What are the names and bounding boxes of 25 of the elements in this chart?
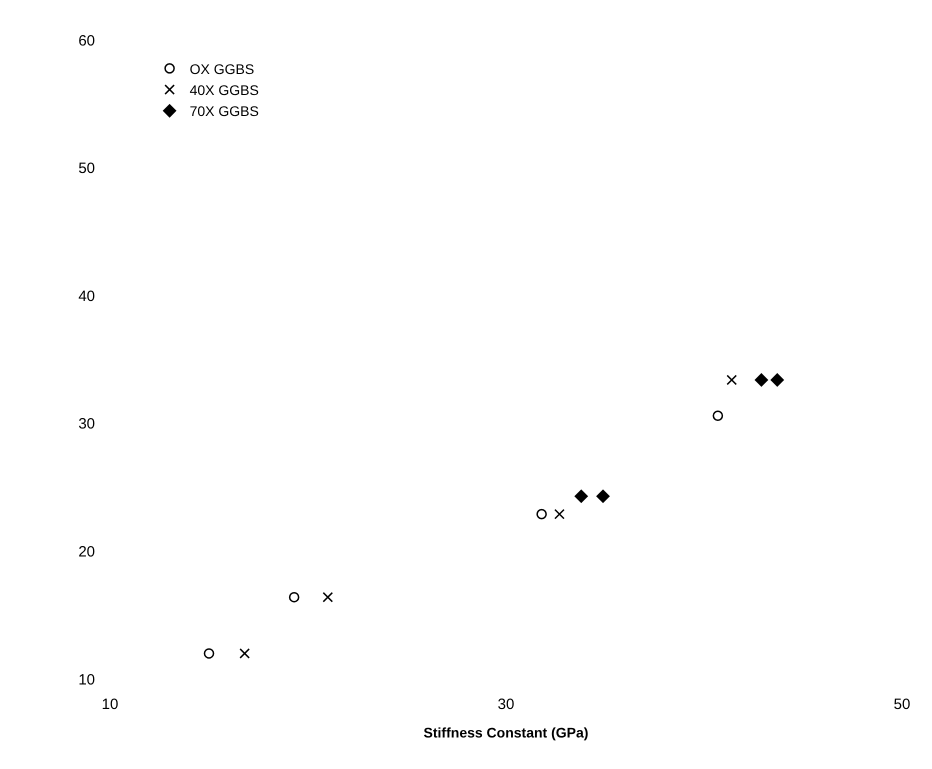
point bbox=[288, 592, 300, 602]
point bbox=[726, 374, 737, 386]
y-tick-label: 20 bbox=[78, 543, 95, 560]
x-tick-label: 10 bbox=[102, 696, 118, 713]
point bbox=[239, 648, 250, 659]
x-tick-label: 30 bbox=[498, 696, 514, 713]
point bbox=[554, 508, 565, 520]
y-tick-label: 60 bbox=[78, 32, 95, 50]
legend-label: 70X GGBS bbox=[190, 103, 259, 120]
y-tick-label: 10 bbox=[78, 671, 95, 688]
point bbox=[770, 373, 784, 387]
legend-label: OX GGBS bbox=[190, 60, 254, 77]
y-tick-label: 30 bbox=[78, 416, 95, 433]
y-tick-label: 50 bbox=[78, 160, 95, 178]
legend-label: 40X GGBS bbox=[190, 82, 259, 98]
x-axis-title: Stiffness Constant (GPa) bbox=[424, 724, 588, 740]
y-tick-label: 40 bbox=[78, 288, 95, 305]
point bbox=[596, 490, 610, 503]
x-tick-label: 50 bbox=[894, 696, 910, 713]
point bbox=[712, 410, 724, 421]
point bbox=[204, 648, 214, 659]
point bbox=[574, 490, 588, 503]
point bbox=[754, 373, 768, 387]
point bbox=[536, 508, 547, 520]
point bbox=[322, 592, 334, 602]
